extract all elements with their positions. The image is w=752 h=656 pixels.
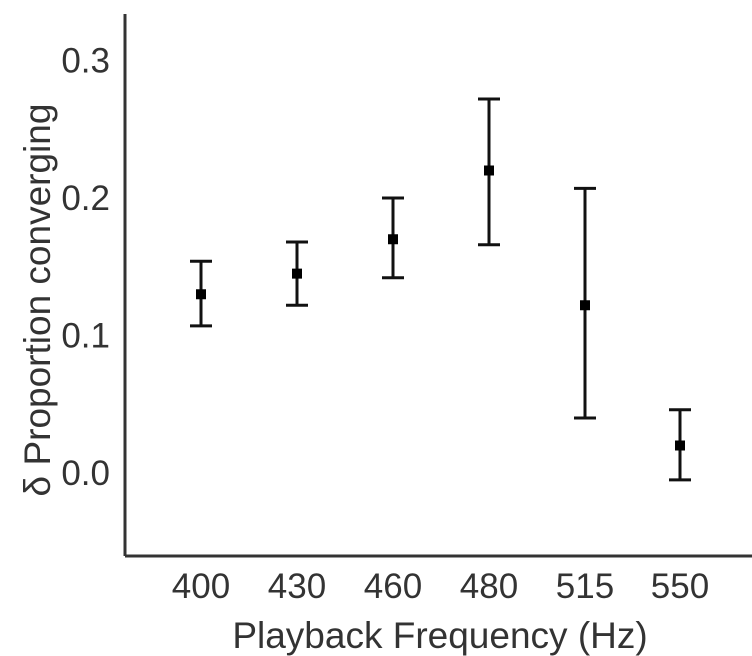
x-axis-label: Playback Frequency (Hz) (232, 615, 647, 656)
data-points (196, 165, 685, 451)
y-tick-labels: 0.0 0.1 0.2 0.3 (61, 42, 110, 494)
data-point-480 (484, 165, 494, 176)
y-tick-label-0.1: 0.1 (61, 317, 110, 356)
x-tick-label-430: 430 (268, 567, 326, 606)
y-tick-label-0.3: 0.3 (61, 42, 110, 81)
data-point-460 (388, 234, 398, 245)
x-tick-label-515: 515 (556, 567, 614, 606)
data-point-430 (292, 268, 302, 279)
x-tick-label-400: 400 (172, 567, 230, 606)
data-point-550 (675, 440, 685, 451)
x-tick-labels: 400 430 460 480 515 550 (172, 567, 709, 606)
y-tick-label-0.2: 0.2 (61, 179, 110, 218)
y-tick-label-0.0: 0.0 (61, 454, 110, 493)
x-tick-label-550: 550 (651, 567, 709, 606)
x-tick-label-460: 460 (364, 567, 422, 606)
error-bars (190, 97, 691, 482)
data-point-515 (580, 300, 590, 311)
x-tick-label-480: 480 (460, 567, 518, 606)
y-axis-label: δ Proportion converging (17, 104, 58, 497)
data-point-400 (196, 289, 206, 300)
